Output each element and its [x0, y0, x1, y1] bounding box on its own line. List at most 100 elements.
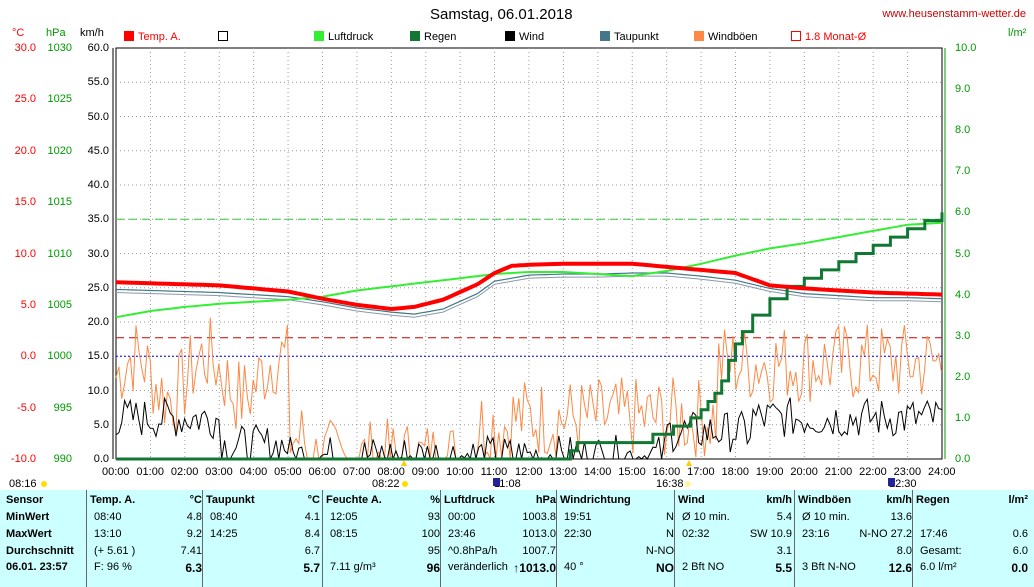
row-label: Sensor [6, 494, 44, 506]
rain-tick: 6.0 [955, 206, 971, 219]
wind-tick: 20.0 [87, 316, 109, 328]
cell-value: 93 [427, 511, 440, 523]
legend-swatch [791, 31, 801, 41]
row-label: Durchschnitt [6, 545, 74, 557]
hpa-unit: hPa [46, 27, 66, 39]
sun-event-label: 11:08 [494, 478, 521, 490]
cell-value: 5.7 [303, 561, 320, 575]
x-tick: 10:00 [446, 466, 474, 478]
legend-item: Taupunkt [600, 31, 659, 45]
cell-value: N-NO 27.2 [859, 528, 912, 540]
cell-label: 6.0 l/m² [920, 561, 957, 573]
cell-label: 23:16 [802, 528, 830, 540]
cell-value: SW 10.9 [749, 528, 792, 540]
gust-series [115, 317, 943, 460]
rain-tick: 10.0 [955, 42, 977, 54]
column-header: Taupunkt [206, 494, 255, 506]
temp-tick: 5.0 [20, 298, 36, 311]
wind-tick: 45.0 [87, 144, 109, 157]
column-divider [556, 490, 557, 587]
temp-tick: 20.0 [14, 144, 36, 157]
sunrise-icon [402, 481, 408, 487]
column-unit: °C [189, 494, 202, 506]
x-tick: 18:00 [721, 466, 750, 478]
legend-item: Windböen [694, 31, 758, 45]
cell-value: 13.6 [890, 511, 912, 523]
pressure-tick: 1030 [47, 42, 72, 54]
cell-value: 12.6 [888, 561, 912, 575]
pressure-series [115, 221, 943, 319]
rain-tick: 0.0 [955, 453, 971, 465]
legend-swatch [600, 31, 610, 41]
sun-event-label: 16:38 [656, 478, 684, 490]
legend-item: Wind [505, 31, 544, 45]
column-header: Temp. A. [90, 494, 136, 506]
temp-tick: 0.0 [20, 350, 36, 363]
wind-tick: 0.0 [93, 453, 109, 465]
rain-tick: 8.0 [955, 124, 971, 137]
column-divider [440, 490, 441, 587]
cell-label: 02:32 [682, 528, 710, 540]
column-unit: hPa [535, 494, 556, 506]
wind-tick: 35.0 [87, 213, 109, 226]
legend-swatch [124, 31, 134, 41]
pressure-tick: 1015 [47, 196, 72, 209]
cell-label: 08:15 [330, 528, 358, 540]
cell-value: 1007.7 [522, 545, 556, 557]
cell-value: 4.8 [186, 511, 202, 523]
x-tick: 01:00 [136, 466, 164, 478]
x-tick: 14:00 [583, 466, 612, 478]
cell-label: 00:00 [448, 511, 476, 523]
sun-event-label: 08:16 [9, 478, 37, 490]
wind-tick: 50.0 [87, 110, 109, 123]
cell-label: 7.11 g/m³ [330, 561, 376, 573]
cell-value: 0.6 [1012, 528, 1028, 540]
legend-item: Temp. A. [124, 31, 181, 45]
cell-label: Gesamt: [920, 545, 962, 557]
column-divider [86, 490, 87, 587]
legend-label: Taupunkt [614, 31, 659, 43]
cell-label: 2 Bft NO [682, 561, 725, 573]
x-tick: 13:00 [549, 466, 577, 478]
moonset-icon [888, 478, 895, 486]
sun-event-label: 08:22 [372, 478, 400, 490]
legend-item: 1.8 Monat-Ø [791, 31, 866, 45]
wind-tick: 60.0 [87, 42, 109, 54]
x-tick: 09:00 [411, 466, 440, 478]
cell-label: 40 ° [564, 561, 584, 573]
x-tick: 02:00 [170, 466, 199, 478]
rain-tick: 1.0 [955, 411, 971, 424]
site-link[interactable]: www.heusenstamm-wetter.de [882, 8, 1026, 20]
chart-title: Samstag, 06.01.2018 [430, 6, 573, 23]
cell-label: F: 96 % [94, 561, 132, 573]
x-tick: 21:00 [824, 466, 853, 478]
cell-value: 4.1 [304, 511, 320, 523]
x-tick: 06:00 [308, 466, 337, 478]
legend-label: Windböen [708, 31, 758, 43]
kmh-unit: km/h [80, 27, 104, 39]
cell-label: 17:46 [920, 528, 948, 540]
celsius-unit: °C [12, 27, 25, 39]
legend-label: 1.8 Monat-Ø [805, 31, 867, 43]
sunset-icon [685, 481, 691, 487]
cell-value: 3.1 [776, 545, 792, 557]
rain-tick: 7.0 [955, 165, 971, 178]
x-tick: 24:00 [928, 466, 956, 478]
cell-value: 1003.8 [522, 511, 556, 523]
temp-tick: 30.0 [14, 42, 36, 54]
cell-value: NO [656, 561, 674, 575]
column-unit: % [430, 494, 440, 506]
rain-series [116, 212, 944, 461]
wind-tick: 10.0 [87, 384, 109, 397]
cell-label: 14:25 [210, 528, 238, 540]
rain-tick: 9.0 [955, 83, 971, 96]
moonrise-icon [493, 478, 500, 486]
x-tick: 00:00 [102, 466, 130, 478]
x-tick: 05:00 [274, 466, 302, 478]
cell-value: 95 [427, 545, 440, 557]
x-tick: 11:00 [480, 466, 508, 478]
pressure-tick: 1025 [47, 93, 72, 106]
sunset-marker [686, 460, 692, 466]
column-header: Regen [916, 494, 950, 506]
x-tick: 04:00 [239, 466, 268, 478]
